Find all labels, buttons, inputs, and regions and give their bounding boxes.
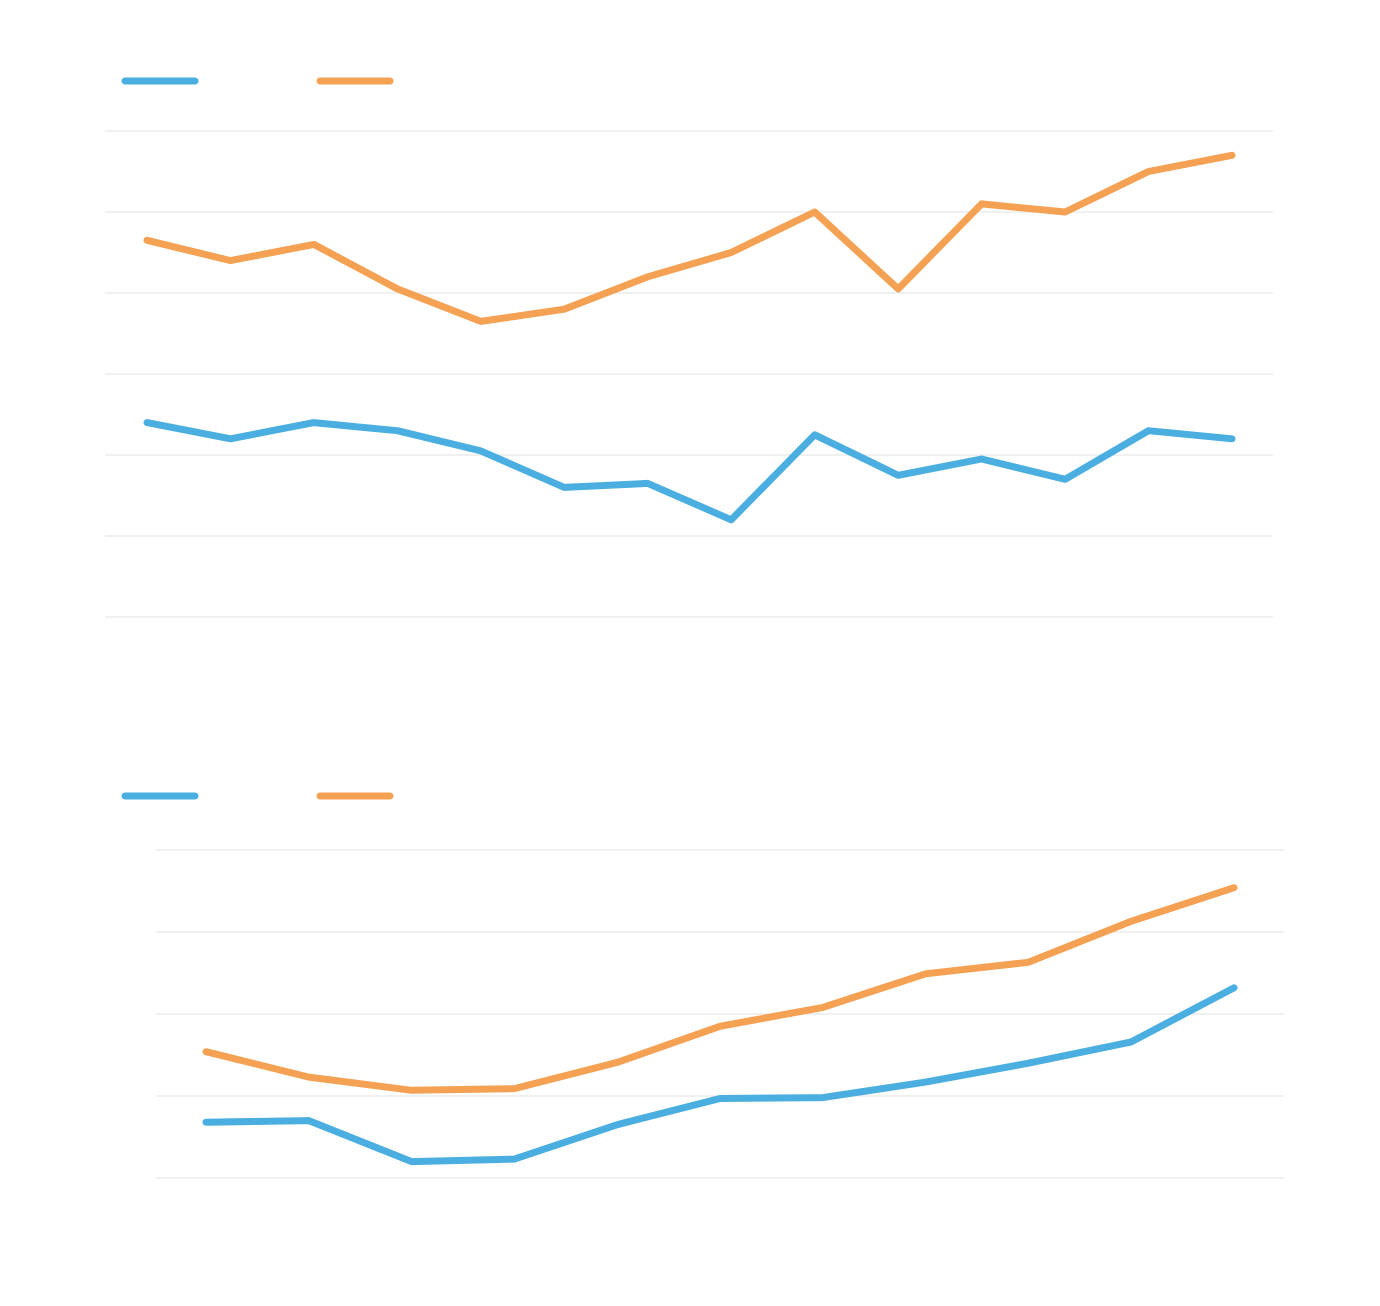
series-line-2: [202, 884, 1238, 1094]
gridlines: [105, 130, 1273, 618]
series-line-2: [143, 151, 1236, 325]
chart-1: [105, 77, 1273, 618]
chart-2: [121, 792, 1284, 1179]
series-line-1: [143, 419, 1236, 524]
series-line-1: [202, 984, 1238, 1166]
